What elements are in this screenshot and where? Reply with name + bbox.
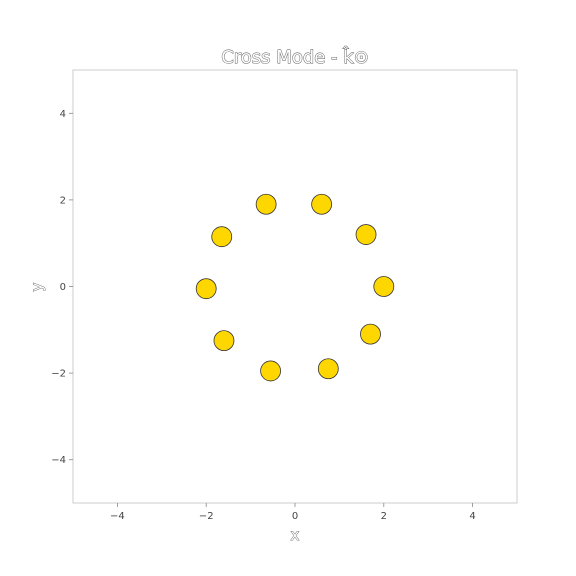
data-point <box>255 193 277 215</box>
y-tick-label: 0 <box>60 282 66 293</box>
y-tick-label: 2 <box>60 195 66 206</box>
x-tick-label: −2 <box>199 511 214 522</box>
y-axis-label: y <box>28 282 46 291</box>
data-point <box>213 330 235 352</box>
data-point <box>317 358 339 380</box>
data-point <box>373 276 395 297</box>
data-point <box>211 226 233 248</box>
chart-title: Cross Mode - k̂⊙ <box>221 47 369 68</box>
y-tick-label: 4 <box>60 109 66 120</box>
axis-ticks: −4 −2 0 2 4 −4 −2 0 2 4 <box>51 109 476 522</box>
y-tick-label: −2 <box>51 369 66 380</box>
x-axis-label: x <box>291 526 300 544</box>
x-tick-label: 4 <box>469 511 475 522</box>
data-point <box>260 360 281 382</box>
x-tick-label: 2 <box>381 511 387 522</box>
data-point <box>195 278 217 300</box>
x-tick-label: 0 <box>292 511 298 522</box>
y-tick-label: −4 <box>51 455 66 466</box>
plot-area <box>72 69 518 504</box>
data-point <box>360 323 381 345</box>
data-point <box>355 224 377 245</box>
x-tick-label: −4 <box>110 511 125 522</box>
data-point <box>311 193 333 215</box>
data-points <box>195 193 395 382</box>
